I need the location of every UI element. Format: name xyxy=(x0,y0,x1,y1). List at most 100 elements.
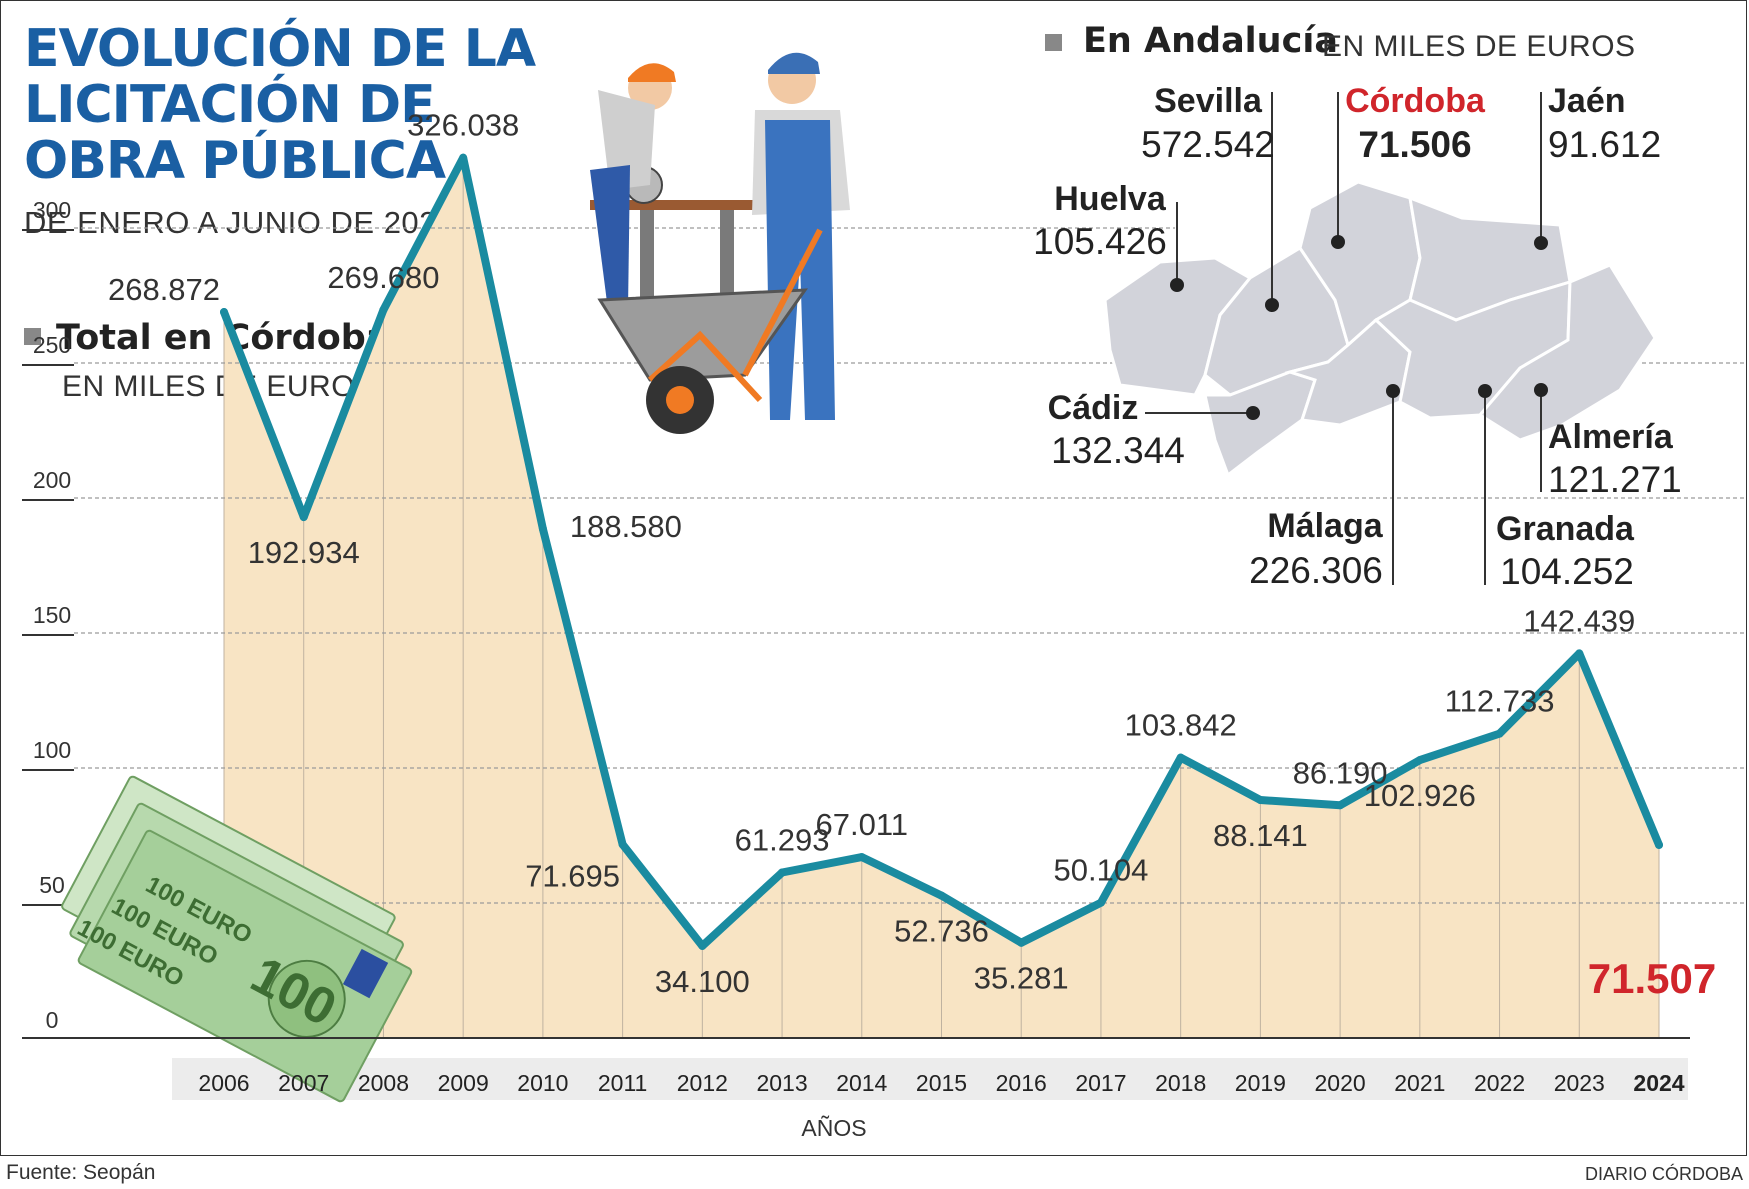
source-note: Fuente: Seopán xyxy=(6,1161,156,1184)
data-point xyxy=(1096,898,1105,907)
data-point xyxy=(857,853,866,862)
table-leg xyxy=(640,210,654,300)
x-tick-label: 2008 xyxy=(358,1070,409,1096)
data-label: 103.842 xyxy=(1125,708,1237,743)
x-tick-label: 2007 xyxy=(278,1070,329,1096)
x-tick-label: 2019 xyxy=(1235,1070,1286,1096)
region-name: Huelva xyxy=(1054,180,1167,218)
section-marker xyxy=(24,328,41,345)
banknote xyxy=(77,829,413,1103)
x-tick-label: 2009 xyxy=(438,1070,489,1096)
banknote-seal xyxy=(267,959,346,1038)
y-tick-label: 250 xyxy=(33,332,71,358)
data-label: 35.281 xyxy=(974,961,1069,996)
data-label: 71.695 xyxy=(525,858,620,893)
data-label: 34.100 xyxy=(655,964,750,999)
data-label: 50.104 xyxy=(1054,853,1149,888)
data-label: 192.934 xyxy=(248,535,360,570)
region-marker xyxy=(1265,298,1279,312)
data-point xyxy=(1415,756,1424,765)
data-label: 88.141 xyxy=(1213,818,1308,853)
title-line-1: EVOLUCIÓN DE LA xyxy=(24,19,536,79)
y-tick-label: 150 xyxy=(33,602,71,628)
x-tick-label: 2006 xyxy=(198,1070,249,1096)
hard-hat xyxy=(628,63,676,82)
x-tick-label: 2017 xyxy=(1075,1070,1126,1096)
data-point xyxy=(1495,729,1504,738)
y-tick-label: 50 xyxy=(39,872,65,898)
data-point xyxy=(299,513,308,522)
map-units: EN MILES DE EUROS xyxy=(1322,30,1636,63)
saw-table xyxy=(590,200,760,210)
wheelbarrow-hub xyxy=(666,386,694,414)
y-tick-label: 100 xyxy=(33,737,71,763)
y-tick-label: 300 xyxy=(33,197,71,223)
frame-border xyxy=(0,0,1747,1156)
worker-shirt xyxy=(598,90,655,190)
map-section-marker xyxy=(1045,34,1062,51)
x-tick-label: 2015 xyxy=(916,1070,967,1096)
table-leg xyxy=(720,210,734,300)
region-name: Granada xyxy=(1496,510,1635,548)
x-axis-title: AÑOS xyxy=(801,1115,866,1141)
region-name: Sevilla xyxy=(1154,82,1263,120)
workers-illustration xyxy=(590,52,850,434)
x-tick-label: 2022 xyxy=(1474,1070,1525,1096)
data-point xyxy=(1017,938,1026,947)
region-marker xyxy=(1534,236,1548,250)
x-tick-label: 2023 xyxy=(1554,1070,1605,1096)
x-tick-label: 2016 xyxy=(996,1070,1047,1096)
data-label: 71.507 xyxy=(1588,955,1716,1002)
region-marker xyxy=(1534,383,1548,397)
data-point xyxy=(1256,796,1265,805)
wheelbarrow-frame xyxy=(647,228,823,403)
x-tick-label: 2018 xyxy=(1155,1070,1206,1096)
data-label: 67.011 xyxy=(816,807,909,842)
x-tick-label: 2020 xyxy=(1315,1070,1366,1096)
x-tick-label: 2011 xyxy=(598,1070,647,1096)
data-label: 142.439 xyxy=(1523,603,1635,638)
region-marker xyxy=(1331,235,1345,249)
region-name: Cádiz xyxy=(1048,389,1139,427)
x-tick-label: 2012 xyxy=(677,1070,728,1096)
region-value: 572.542 xyxy=(1141,124,1275,165)
data-label: 52.736 xyxy=(894,914,989,949)
title-line-2: LICITACIÓN DE xyxy=(24,75,436,135)
data-label: 268.872 xyxy=(108,272,220,307)
data-point xyxy=(1575,649,1584,658)
x-tick-label: 2013 xyxy=(756,1070,807,1096)
title-line-3: OBRA PÚBLICA xyxy=(24,131,446,191)
region-marker xyxy=(1478,384,1492,398)
region-value: 105.426 xyxy=(1033,221,1167,262)
region-name: Córdoba xyxy=(1345,82,1486,120)
data-label: 112.733 xyxy=(1445,684,1555,719)
region-value: 91.612 xyxy=(1548,124,1661,165)
data-point xyxy=(618,840,627,849)
x-tick-label: 2014 xyxy=(836,1070,887,1096)
region-name: Málaga xyxy=(1267,507,1383,545)
data-label: 102.926 xyxy=(1364,778,1476,813)
data-point xyxy=(1336,801,1345,810)
y-tick-label: 0 xyxy=(46,1007,59,1033)
area-fill xyxy=(224,157,1659,1039)
data-point xyxy=(1655,840,1663,849)
region-value: 104.252 xyxy=(1500,551,1634,592)
banknote-flag xyxy=(342,948,389,999)
data-point xyxy=(698,941,707,950)
data-point xyxy=(459,153,468,162)
x-axis-band xyxy=(172,1058,1688,1100)
y-tick-label: 200 xyxy=(33,467,71,493)
x-tick-label: 2021 xyxy=(1394,1070,1445,1096)
data-point xyxy=(379,305,388,314)
region-value: 132.344 xyxy=(1051,430,1185,471)
data-label: 326.038 xyxy=(407,108,519,143)
data-label: 86.190 xyxy=(1293,755,1388,790)
publisher: DIARIO CÓRDOBA xyxy=(1584,1164,1743,1184)
region-value: 121.271 xyxy=(1548,459,1682,500)
data-point xyxy=(220,308,228,317)
chart-title: Total en Córdoba xyxy=(56,318,390,358)
region-name: Jaén xyxy=(1548,82,1626,120)
x-tick-label: 2024 xyxy=(1633,1070,1684,1096)
